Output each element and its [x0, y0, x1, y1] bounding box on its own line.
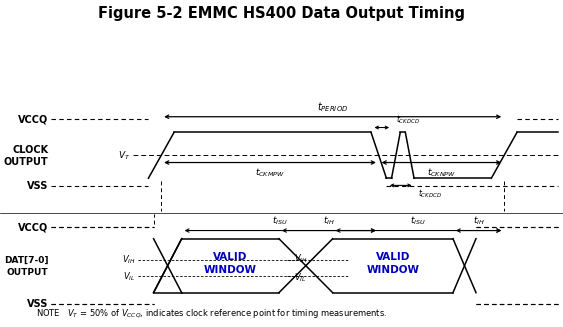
Text: $V_T$: $V_T$ — [118, 149, 131, 162]
Text: $t_{CKDCD}$: $t_{CKDCD}$ — [396, 113, 419, 126]
Text: OUTPUT: OUTPUT — [4, 157, 48, 167]
Text: $t_{CKNPW}$: $t_{CKNPW}$ — [427, 167, 456, 179]
Text: VCCQ: VCCQ — [19, 114, 48, 124]
Text: $V_{IL}$: $V_{IL}$ — [294, 271, 307, 284]
Text: VALID
WINDOW: VALID WINDOW — [204, 252, 257, 275]
Text: $t_{IH}$: $t_{IH}$ — [323, 215, 335, 227]
Text: OUTPUT: OUTPUT — [7, 268, 48, 277]
Text: $t_{ISU}$: $t_{ISU}$ — [272, 215, 288, 227]
Text: VSS: VSS — [27, 299, 48, 309]
Text: VSS: VSS — [27, 181, 48, 191]
Text: $V_{IL}$: $V_{IL}$ — [123, 270, 136, 283]
Text: VCCQ: VCCQ — [19, 222, 48, 232]
Text: $V_{IH}$: $V_{IH}$ — [294, 252, 308, 265]
Text: $t_{CKMPW}$: $t_{CKMPW}$ — [255, 167, 285, 179]
Text: $V_{IH}$: $V_{IH}$ — [122, 254, 136, 266]
Text: CLOCK: CLOCK — [12, 146, 48, 155]
Text: VALID
WINDOW: VALID WINDOW — [367, 252, 419, 275]
Text: $t_{PERIOD}$: $t_{PERIOD}$ — [317, 100, 348, 114]
Text: $t_{CKDCD}$: $t_{CKDCD}$ — [418, 187, 442, 200]
Text: NOTE   $V_T$ = 50% of $V_{CCQ}$, indicates clock reference point for timing meas: NOTE $V_T$ = 50% of $V_{CCQ}$, indicates… — [36, 307, 387, 320]
Text: $t_{IH}$: $t_{IH}$ — [472, 215, 485, 227]
Text: DAT[7-0]: DAT[7-0] — [4, 256, 48, 265]
Text: Figure 5-2 EMMC HS400 Data Output Timing: Figure 5-2 EMMC HS400 Data Output Timing — [98, 6, 465, 21]
Text: $t_{ISU}$: $t_{ISU}$ — [410, 215, 426, 227]
